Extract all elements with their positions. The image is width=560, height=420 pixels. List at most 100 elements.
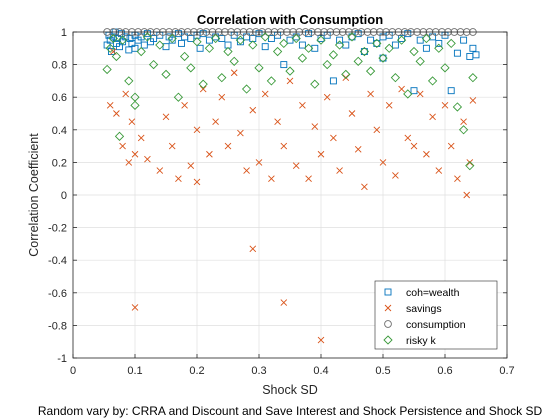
- data-point: [372, 38, 382, 49]
- data-point: [106, 102, 114, 109]
- data-point: [379, 159, 387, 166]
- legend-label: consumption: [406, 319, 466, 331]
- data-point: [210, 33, 221, 44]
- data-point: [328, 50, 339, 60]
- y-tick-label: 1: [61, 27, 67, 39]
- data-point: [142, 32, 153, 42]
- data-point: [435, 39, 443, 47]
- data-point: [435, 167, 443, 174]
- data-point: [181, 102, 188, 109]
- data-point: [249, 245, 257, 253]
- data-point: [423, 150, 430, 158]
- y-tick-label: -0.8: [48, 320, 67, 332]
- data-point: [460, 118, 467, 125]
- y-tick-label: 0.2: [52, 157, 67, 169]
- x-tick-label: 0.7: [499, 365, 514, 377]
- series-risky-k: [102, 32, 478, 171]
- data-point: [117, 35, 128, 45]
- data-point: [373, 39, 381, 47]
- data-point: [342, 41, 350, 49]
- data-point: [305, 175, 312, 183]
- data-point: [336, 167, 343, 174]
- data-point: [468, 73, 478, 83]
- data-point: [285, 66, 295, 76]
- legend-marker: [384, 320, 392, 328]
- data-point: [111, 51, 122, 62]
- data-point: [317, 336, 325, 344]
- data-point: [336, 36, 344, 44]
- y-tick-label: -0.4: [48, 255, 67, 267]
- data-point: [379, 54, 387, 62]
- data-point: [460, 36, 468, 44]
- data-point: [255, 159, 263, 166]
- data-point: [421, 33, 432, 44]
- data-point: [367, 90, 374, 98]
- data-point: [330, 134, 337, 142]
- data-point: [348, 110, 356, 117]
- data-point: [192, 37, 202, 47]
- data-point: [261, 90, 269, 98]
- data-point: [199, 85, 207, 93]
- data-point: [359, 46, 370, 57]
- x-tick-label: 0.1: [127, 365, 142, 377]
- data-point: [299, 102, 306, 109]
- data-point: [168, 142, 176, 150]
- data-point: [311, 44, 319, 52]
- data-point: [440, 63, 450, 73]
- data-point: [427, 76, 438, 86]
- data-point: [196, 44, 204, 52]
- data-point: [260, 32, 270, 42]
- data-point: [148, 59, 159, 70]
- data-point: [280, 299, 288, 306]
- data-point: [212, 118, 219, 125]
- data-point: [223, 46, 233, 57]
- data-point: [441, 102, 449, 109]
- data-point: [280, 61, 288, 69]
- y-tick-label: -0.2: [48, 223, 67, 235]
- legend-marker: [383, 335, 393, 345]
- data-point: [396, 35, 407, 45]
- data-point: [311, 123, 319, 130]
- legend-label: coh=wealth: [406, 287, 460, 299]
- data-point: [303, 43, 314, 53]
- data-point: [137, 134, 145, 142]
- data-point: [229, 56, 239, 66]
- legend-box: [374, 280, 498, 350]
- data-point: [266, 76, 277, 86]
- data-point: [105, 43, 115, 53]
- data-point: [131, 44, 139, 52]
- data-point: [224, 142, 232, 150]
- data-point: [279, 38, 289, 49]
- data-point: [156, 167, 164, 174]
- data-point: [385, 102, 393, 109]
- data-point: [155, 40, 165, 50]
- data-point: [292, 162, 300, 169]
- data-point: [447, 87, 455, 95]
- data-point: [329, 77, 337, 85]
- data-point: [241, 84, 252, 94]
- x-axis-label: Shock SD: [262, 383, 318, 397]
- data-point: [434, 43, 444, 53]
- data-point: [173, 92, 184, 102]
- data-point: [429, 113, 436, 121]
- data-point: [398, 85, 405, 93]
- data-point: [334, 40, 345, 50]
- data-point: [206, 150, 213, 158]
- data-point: [422, 44, 430, 52]
- data-point: [122, 33, 130, 41]
- data-point: [384, 43, 394, 53]
- data-point: [286, 77, 294, 85]
- data-point: [354, 146, 362, 153]
- data-point: [453, 49, 461, 57]
- data-point: [175, 175, 182, 183]
- data-point: [458, 125, 469, 135]
- data-point: [416, 36, 424, 44]
- data-point: [415, 56, 425, 66]
- data-point: [469, 97, 477, 104]
- y-tick-label: 0.4: [52, 125, 67, 137]
- data-point: [167, 33, 177, 44]
- data-point: [390, 73, 401, 83]
- data-point: [179, 51, 190, 62]
- data-point: [108, 33, 118, 44]
- data-point: [248, 40, 258, 50]
